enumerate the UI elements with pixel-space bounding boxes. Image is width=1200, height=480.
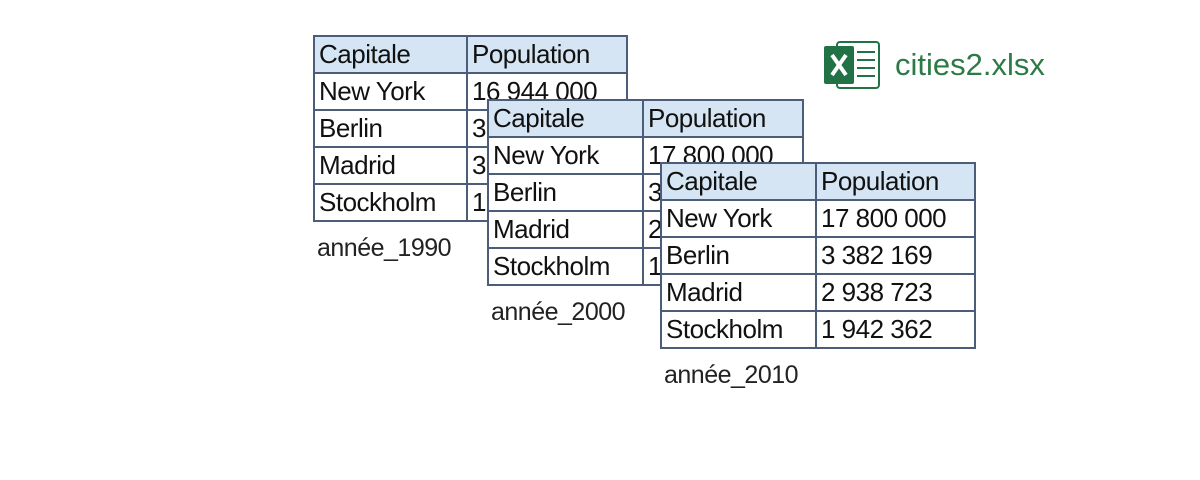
header-cell: Population xyxy=(642,99,804,138)
table: Capitale Population New York 17 800 000 Berl… xyxy=(660,162,976,349)
cell: New York xyxy=(313,72,468,111)
cell: Madrid xyxy=(487,210,644,249)
cell: Madrid xyxy=(313,146,468,185)
cell: 1 942 362 xyxy=(815,310,976,349)
row: Madrid 2 938 723 xyxy=(660,273,976,312)
cell: 3 382 169 xyxy=(815,236,976,275)
header-cell: Capitale xyxy=(660,162,817,201)
header-cell: Population xyxy=(815,162,976,201)
cell: Stockholm xyxy=(313,183,468,222)
cell: Stockholm xyxy=(660,310,817,349)
cell: New York xyxy=(487,136,644,175)
header-row: Capitale Population xyxy=(313,35,628,74)
row: Stockholm 1 942 362 xyxy=(660,310,976,349)
cell: 2 938 723 xyxy=(815,273,976,312)
caption: année_1990 xyxy=(317,234,452,262)
file-badge: cities2.xlsx xyxy=(823,40,1045,90)
header-cell: Capitale xyxy=(313,35,468,74)
header-cell: Population xyxy=(466,35,628,74)
cell: Berlin xyxy=(660,236,817,275)
cell: 17 800 000 xyxy=(815,199,976,238)
excel-icon xyxy=(824,41,880,89)
cell: Berlin xyxy=(313,109,468,148)
row: Berlin 3 382 169 xyxy=(660,236,976,275)
cell: Berlin xyxy=(487,173,644,212)
file-name: cities2.xlsx xyxy=(895,47,1045,82)
cell: Stockholm xyxy=(487,247,644,286)
header-row: Capitale Population xyxy=(660,162,976,201)
header-row: Capitale Population xyxy=(487,99,804,138)
row: New York 17 800 000 xyxy=(660,199,976,238)
caption: année_2000 xyxy=(491,298,626,326)
sheet: Capitale Population New York 17 800 000 Berl… xyxy=(660,162,976,390)
caption: année_2010 xyxy=(664,361,799,389)
cell: New York xyxy=(660,199,817,238)
cell: Madrid xyxy=(660,273,817,312)
header-cell: Capitale xyxy=(487,99,644,138)
